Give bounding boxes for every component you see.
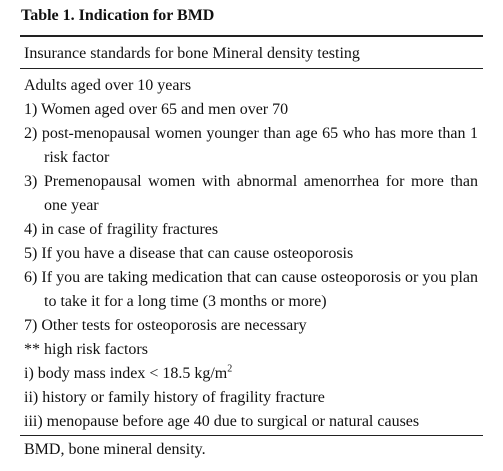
row-text: 4) in case of fragility fractures [24,221,219,238]
top-rule [20,35,483,37]
table-row: 2) post-menopausal women younger than ag… [24,122,478,170]
row-text: 5) If you have a disease that can cause … [24,245,354,262]
table-row: iii) menopause before age 40 due to surg… [24,410,478,434]
table-row: 3) Premenopausal women with abnormal ame… [24,170,478,218]
table-body: Adults aged over 10 years 1) Women aged o… [24,74,478,434]
superscript: 2 [227,363,233,375]
row-text: 6) If you are taking medication that can… [24,269,478,310]
row-text: 2) post-menopausal women younger than ag… [24,125,478,166]
table-header: Insurance standards for bone Mineral den… [24,45,360,62]
header-rule [20,68,483,69]
row-text: 1) Women aged over 65 and men over 70 [24,101,289,118]
row-text: i) body mass index < 18.5 kg/m [24,365,228,382]
table-row: 6) If you are taking medication that can… [24,266,478,314]
table-row: ii) history or family history of fragili… [24,386,478,410]
table-row: i) body mass index < 18.5 kg/m2 [24,362,478,386]
table-row: 1) Women aged over 65 and men over 70 [24,98,478,122]
row-text: 7) Other tests for osteoporosis are nece… [24,317,307,334]
row-text: ii) history or family history of fragili… [24,389,325,406]
row-text: 3) Premenopausal women with abnormal ame… [24,173,478,214]
table-row: Adults aged over 10 years [24,74,478,98]
table-row: 7) Other tests for osteoporosis are nece… [24,314,478,338]
table-row: ** high risk factors [24,338,478,362]
table-title: Table 1. Indication for BMD [21,7,215,24]
table-row: 5) If you have a disease that can cause … [24,242,478,266]
footnote: BMD, bone mineral density. [24,441,206,458]
body-rule [20,435,483,436]
row-text: Adults aged over 10 years [24,77,192,94]
row-text: iii) menopause before age 40 due to surg… [24,413,420,430]
table-row: 4) in case of fragility fractures [24,218,478,242]
row-text: ** high risk factors [24,341,148,358]
